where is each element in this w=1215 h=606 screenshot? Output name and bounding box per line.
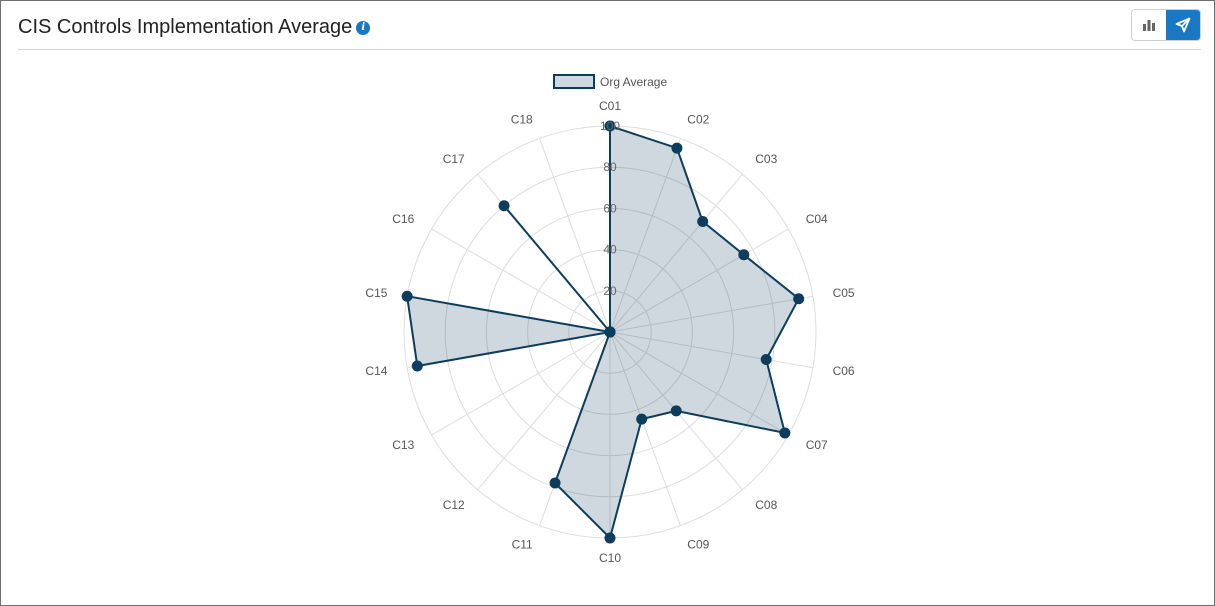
legend-swatch <box>553 74 595 89</box>
bar-view-button[interactable] <box>1132 10 1166 40</box>
axis-label-c18: C18 <box>511 113 533 127</box>
data-point-c07 <box>779 427 791 439</box>
grid-spoke <box>431 228 611 333</box>
data-point-c02 <box>671 142 683 154</box>
axis-label-c16: C16 <box>392 212 414 226</box>
info-icon[interactable]: i <box>356 21 371 35</box>
series-area <box>406 125 800 539</box>
view-toggle <box>1131 9 1201 41</box>
axis-label-c12: C12 <box>443 498 465 512</box>
axis-label-c15: C15 <box>365 286 387 300</box>
legend-label: Org Average <box>600 75 667 89</box>
data-point-c06 <box>760 354 772 366</box>
data-point-c04 <box>738 249 750 261</box>
grid-spoke <box>609 331 813 369</box>
r-tick-label: 20 <box>603 284 617 298</box>
data-point-c15 <box>401 290 413 302</box>
grid-spoke <box>609 295 813 333</box>
axis-label-c13: C13 <box>392 438 414 452</box>
data-point-c14 <box>411 360 423 372</box>
r-tick-label: 80 <box>603 160 617 174</box>
grid-spoke <box>609 331 681 526</box>
axis-label-c02: C02 <box>687 113 709 127</box>
radar-view-button[interactable] <box>1166 10 1200 40</box>
grid-spoke <box>431 331 611 436</box>
r-tick-label: 40 <box>603 243 617 257</box>
grid-spoke <box>477 331 611 491</box>
data-point-c17 <box>498 200 510 212</box>
axis-label-c06: C06 <box>833 364 855 378</box>
grid-spoke <box>609 331 789 436</box>
axis-label-c10: C10 <box>599 551 621 565</box>
axis-label-c05: C05 <box>833 286 855 300</box>
data-point-c09 <box>636 413 648 425</box>
r-tick-label: 60 <box>603 201 617 215</box>
data-point-c10 <box>604 532 616 544</box>
axis-label-c08: C08 <box>755 498 777 512</box>
data-point-c08 <box>670 405 682 417</box>
data-point-c11 <box>549 477 561 489</box>
axis-label-c01: C01 <box>599 99 621 113</box>
axis-label-c09: C09 <box>687 537 709 551</box>
grid-spoke <box>609 228 789 333</box>
grid-spoke <box>609 173 743 333</box>
axis-label-c03: C03 <box>755 152 777 166</box>
axis-label-c11: C11 <box>512 537 533 551</box>
r-tick-label: 100 <box>600 119 620 133</box>
axis-label-c17: C17 <box>443 152 465 166</box>
axis-label-c07: C07 <box>806 438 828 452</box>
data-point-c05 <box>793 293 805 305</box>
data-point-c18 <box>604 326 616 338</box>
page-title: CIS Controls Implementation Average i <box>18 16 371 39</box>
axis-label-c14: C14 <box>365 364 387 378</box>
bar-chart-icon <box>1143 20 1155 31</box>
panel-header: CIS Controls Implementation Average i <box>18 1 1201 50</box>
data-point-c03 <box>697 216 709 228</box>
grid-spoke <box>539 138 611 333</box>
send-arrow-icon <box>1175 17 1191 33</box>
axis-label-c04: C04 <box>806 212 828 226</box>
grid-spoke <box>609 138 681 333</box>
chart-title: CIS Controls Implementation Average <box>18 16 353 38</box>
data-point-c01 <box>604 120 616 132</box>
